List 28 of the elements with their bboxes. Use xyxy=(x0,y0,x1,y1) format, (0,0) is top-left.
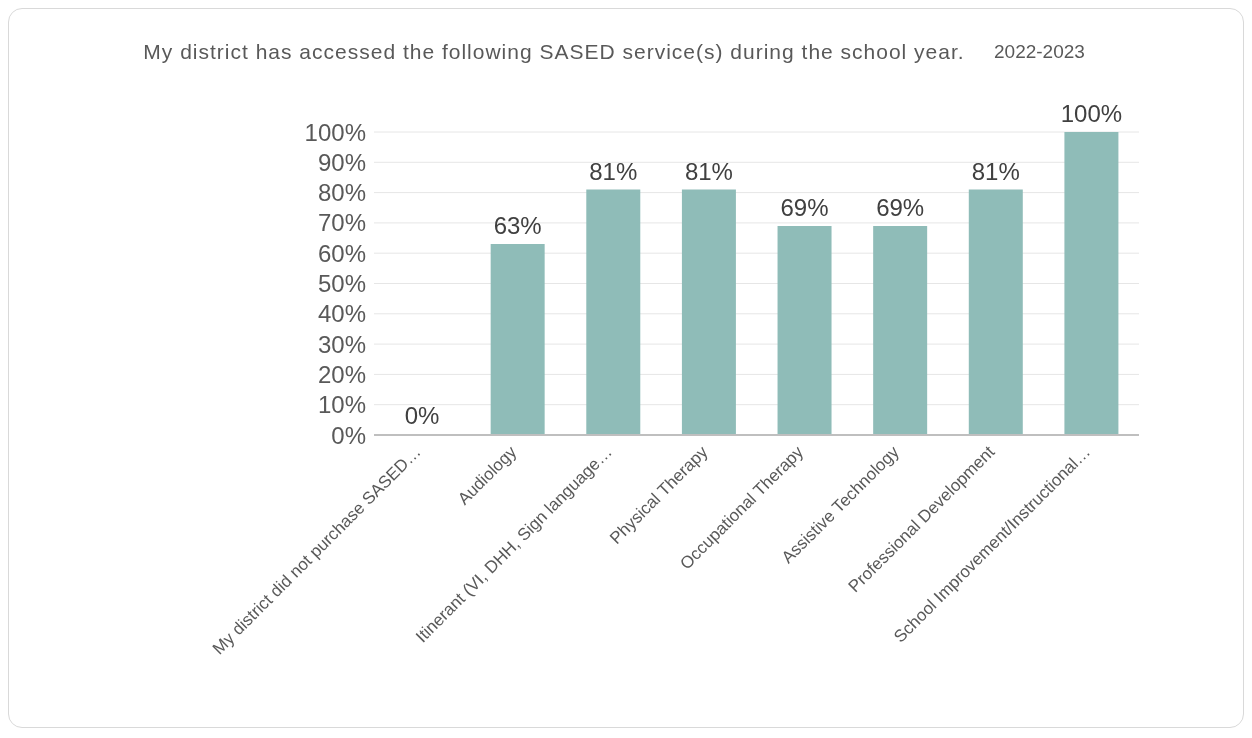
y-tick-label: 30% xyxy=(317,330,366,358)
bar xyxy=(1064,132,1119,435)
bar xyxy=(968,189,1023,435)
data-label: 81% xyxy=(589,157,638,185)
y-tick-label: 40% xyxy=(317,300,366,328)
y-tick-label: 10% xyxy=(317,391,366,419)
data-label: 63% xyxy=(493,212,542,240)
chart-subtitle: 2022-2023 xyxy=(994,40,1085,64)
chart-title: My district has accessed the following SASED service(s) during the school year. xyxy=(142,39,966,65)
y-tick-label: 20% xyxy=(317,360,366,388)
y-tick-label: 90% xyxy=(317,148,366,176)
y-tick-label: 50% xyxy=(317,270,366,298)
y-tick-label: 80% xyxy=(317,179,366,207)
bar xyxy=(873,225,928,435)
data-label: 100% xyxy=(1060,100,1123,127)
data-label: 69% xyxy=(876,193,925,221)
y-tick-label: 60% xyxy=(317,239,366,267)
bar xyxy=(777,225,832,435)
data-label: 69% xyxy=(780,193,829,221)
data-label: 81% xyxy=(971,157,1020,185)
bar xyxy=(681,189,736,435)
data-label: 81% xyxy=(684,157,733,185)
y-tick-label: 100% xyxy=(304,118,366,146)
y-tick-label: 0% xyxy=(331,421,366,449)
y-tick-label: 70% xyxy=(317,209,366,237)
bar xyxy=(490,244,545,435)
data-label: 0% xyxy=(404,402,440,429)
bar xyxy=(586,189,641,435)
